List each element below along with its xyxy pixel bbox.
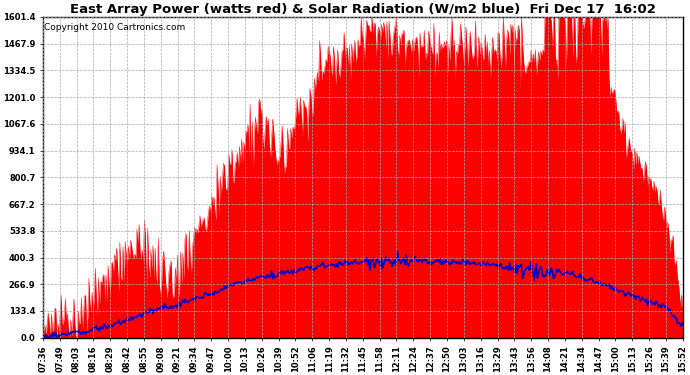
Text: Copyright 2010 Cartronics.com: Copyright 2010 Cartronics.com: [44, 23, 186, 32]
Title: East Array Power (watts red) & Solar Radiation (W/m2 blue)  Fri Dec 17  16:02: East Array Power (watts red) & Solar Rad…: [70, 3, 656, 16]
